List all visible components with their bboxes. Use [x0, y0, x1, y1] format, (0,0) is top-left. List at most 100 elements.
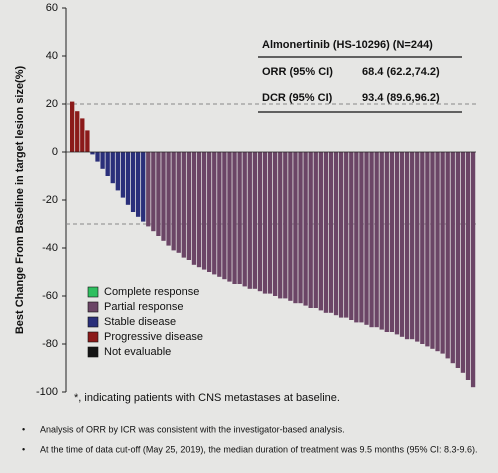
bar: [455, 152, 461, 368]
bar: [161, 152, 166, 241]
bar: [171, 152, 176, 251]
bar: [389, 152, 395, 332]
table-cell: 93.4 (89.6,96.2): [362, 92, 440, 104]
bar: [95, 152, 100, 162]
bar: [222, 152, 227, 280]
bar: [191, 152, 197, 265]
legend-swatch: [87, 316, 99, 328]
bar: [130, 152, 136, 212]
y-tick-label: 40: [46, 50, 58, 62]
bar: [394, 152, 400, 335]
bar: [196, 152, 202, 268]
bar: [252, 152, 258, 289]
bar: [470, 152, 476, 388]
bullet-text: At the time of data cut-off (May 25, 201…: [40, 444, 478, 454]
bar: [273, 152, 278, 296]
bar: [303, 152, 308, 306]
y-tick-label: -80: [42, 338, 58, 350]
legend-swatch: [87, 331, 99, 343]
legend-label: Not evaluable: [104, 346, 171, 358]
bar: [399, 152, 405, 337]
bar: [410, 152, 415, 340]
bar: [135, 152, 141, 217]
legend-swatch: [87, 286, 99, 298]
bar: [80, 118, 85, 152]
bar: [369, 152, 374, 328]
table-title: Almonertinib (HS-10296) (N=244): [262, 39, 433, 51]
y-tick-label: -60: [42, 290, 58, 302]
y-tick-label: -20: [42, 194, 58, 206]
bar: [146, 152, 151, 227]
bar: [354, 152, 359, 323]
bullet: •: [22, 424, 25, 434]
bar: [328, 152, 334, 313]
bar: [465, 152, 471, 380]
bar: [333, 152, 339, 316]
y-tick-label: -40: [42, 242, 58, 254]
bar: [115, 152, 120, 191]
y-tick-label: -100: [36, 386, 58, 398]
bar: [359, 152, 364, 323]
bar: [181, 152, 186, 258]
bar: [100, 152, 105, 169]
bar: [85, 130, 90, 152]
bar: [415, 152, 420, 342]
bar: [166, 152, 171, 246]
table-cell: DCR (95% CI): [262, 92, 333, 104]
table-cell: 68.4 (62.2,74.2): [362, 66, 440, 78]
bar: [262, 152, 268, 294]
legend-swatch: [87, 346, 99, 358]
bar: [227, 152, 232, 282]
bar: [201, 152, 207, 270]
bar: [313, 152, 318, 308]
bar: [217, 152, 222, 277]
legend-label: Stable disease: [104, 316, 176, 328]
bar: [247, 152, 252, 289]
table-cell: ORR (95% CI): [262, 66, 333, 78]
bar: [435, 152, 440, 352]
bar: [212, 152, 217, 275]
legend-swatch: [87, 301, 99, 313]
bar: [232, 152, 237, 284]
bar: [379, 152, 384, 330]
footnote: *, indicating patients with CNS metastas…: [74, 392, 340, 404]
bar: [242, 152, 247, 287]
bar: [70, 101, 75, 152]
bar: [283, 152, 288, 299]
bar: [404, 152, 410, 340]
bar: [349, 152, 354, 320]
y-tick-label: 0: [52, 146, 58, 158]
bar: [460, 152, 466, 373]
bar: [293, 152, 298, 304]
legend-label: Complete response: [104, 286, 199, 298]
legend-label: Progressive disease: [104, 331, 203, 343]
bar: [318, 152, 323, 311]
bar: [445, 152, 450, 359]
bar: [298, 152, 303, 304]
bar: [425, 152, 430, 347]
bar: [141, 152, 146, 222]
bar: [323, 152, 329, 313]
bar: [308, 152, 313, 308]
bar: [364, 152, 369, 325]
bar: [338, 152, 344, 318]
bar: [384, 152, 389, 332]
bar: [267, 152, 273, 294]
bar: [440, 152, 445, 354]
bar: [207, 152, 212, 272]
bar: [125, 152, 131, 205]
bar: [90, 152, 95, 155]
bar: [420, 152, 425, 344]
bullet-text: Analysis of ORR by ICR was consistent wi…: [40, 424, 345, 434]
bullet: •: [22, 444, 25, 454]
y-tick-label: 20: [46, 98, 58, 110]
bar: [105, 152, 110, 176]
bar: [110, 152, 115, 184]
bar: [120, 152, 126, 198]
legend-label: Partial response: [104, 301, 184, 313]
bar: [151, 152, 156, 232]
bar: [257, 152, 263, 292]
y-axis-label: Best Change From Baseline in target lesi…: [14, 65, 26, 334]
